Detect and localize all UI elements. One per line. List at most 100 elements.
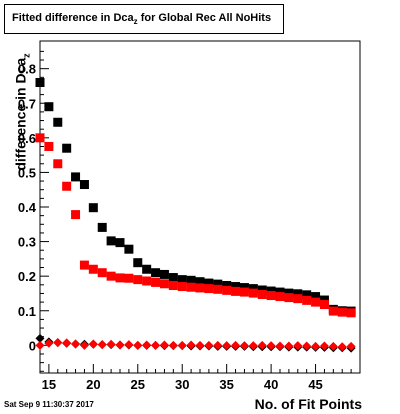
data-point-diamond [284, 341, 294, 351]
data-point-diamond [159, 340, 169, 350]
data-point-diamond [115, 340, 125, 350]
data-point-diamond [257, 340, 267, 350]
data-point-diamond [213, 340, 223, 350]
data-point-diamond [275, 341, 285, 351]
data-point-square [266, 291, 276, 301]
chart-title-subscript: z [133, 17, 138, 27]
data-point-diamond [186, 340, 196, 350]
data-point-diamond [328, 341, 338, 351]
data-point-square [115, 238, 125, 248]
data-point-diamond [53, 338, 63, 348]
data-point-square [257, 289, 267, 299]
y-axis-label-subscript: z [21, 53, 32, 58]
data-point-square [222, 285, 232, 295]
data-point-square [35, 78, 45, 87]
data-point-diamond [311, 341, 321, 351]
data-point-diamond [177, 340, 187, 350]
x-axis-label: No. of Fit Points [254, 396, 362, 412]
x-tick-label: 25 [131, 377, 145, 392]
data-point-square [302, 290, 312, 300]
chart-title-rest: for Global Rec All NoHits [137, 12, 272, 24]
y-tick-label: 0.7 [18, 96, 36, 111]
chart-title: Fitted difference in Dcaz for Global Rec… [4, 4, 284, 34]
data-point-square [97, 268, 107, 278]
data-point-square [222, 281, 232, 291]
y-tick-label: 0.6 [18, 131, 36, 146]
data-point-diamond [35, 340, 45, 350]
data-point-square [204, 278, 214, 288]
data-point-diamond [204, 340, 214, 350]
series-3 [35, 338, 356, 352]
data-point-square [177, 282, 187, 292]
data-point-square [275, 292, 285, 302]
y-tick-label: 0.2 [18, 269, 36, 284]
data-point-diamond [62, 338, 72, 348]
data-point-square [302, 295, 312, 305]
data-point-diamond [44, 338, 54, 348]
data-point-square [79, 180, 89, 190]
series-0 [35, 78, 356, 316]
data-point-square [213, 284, 223, 294]
data-point-diamond [133, 340, 143, 350]
timestamp: Sat Sep 9 11:30:37 2017 [4, 400, 94, 409]
plot-frame [39, 40, 361, 374]
data-point-square [231, 282, 241, 292]
data-point-square [284, 293, 294, 303]
data-point-diamond [248, 341, 258, 351]
data-point-diamond [319, 341, 329, 351]
data-point-square [106, 271, 116, 281]
data-point-diamond [106, 339, 116, 349]
data-point-diamond [79, 340, 89, 350]
data-point-square [177, 275, 187, 285]
data-point-diamond [151, 340, 161, 350]
y-tick-label: 0.1 [18, 304, 36, 319]
x-tick-label: 30 [175, 377, 189, 392]
chart-title-main: Fitted difference in Dca [12, 12, 134, 24]
axes-layer: 15 20 25 30 35 40 45 0 0.1 0.2 0.3 0.4 0.5 0.6 0.7 0.8 [18, 50, 361, 392]
data-point-square [151, 277, 161, 287]
data-point-square [195, 283, 205, 293]
data-point-square [204, 284, 214, 294]
data-point-square [44, 141, 54, 151]
data-point-square [71, 210, 81, 220]
data-point-diamond [239, 341, 249, 351]
data-point-diamond [195, 340, 205, 350]
data-point-square [106, 236, 116, 246]
data-point-square [124, 273, 134, 283]
data-point-square [79, 260, 89, 270]
data-point-square [168, 281, 178, 291]
data-point-square [328, 306, 338, 316]
data-point-square [142, 264, 152, 274]
x-tick-label: 15 [42, 377, 56, 392]
data-point-diamond [222, 341, 232, 351]
data-point-diamond [35, 333, 45, 343]
data-point-square [97, 222, 107, 232]
data-point-square [346, 308, 356, 318]
data-point-square [53, 159, 63, 169]
y-tick-label: 0.4 [18, 200, 37, 215]
data-point-square [88, 264, 98, 274]
data-point-diamond [346, 341, 356, 351]
x-tick-label: 40 [264, 377, 278, 392]
data-point-square [88, 203, 98, 213]
data-point-square [311, 297, 321, 307]
data-point-diamond [97, 340, 107, 350]
data-point-square [186, 282, 196, 292]
data-point-square [231, 286, 241, 296]
y-tick-label: 0.5 [18, 165, 36, 180]
data-point-diamond [266, 341, 276, 351]
data-point-diamond [142, 340, 152, 350]
series-1 [35, 133, 356, 318]
data-point-square [44, 102, 54, 112]
data-point-square [142, 276, 152, 286]
data-point-square [62, 143, 72, 153]
data-point-square [213, 279, 223, 289]
data-point-square [133, 258, 143, 268]
data-point-square [115, 273, 125, 283]
data-point-diamond [337, 342, 347, 352]
data-point-square [124, 244, 134, 254]
data-point-diamond [293, 341, 303, 351]
data-point-diamond [302, 341, 312, 351]
data-point-square [293, 289, 303, 299]
